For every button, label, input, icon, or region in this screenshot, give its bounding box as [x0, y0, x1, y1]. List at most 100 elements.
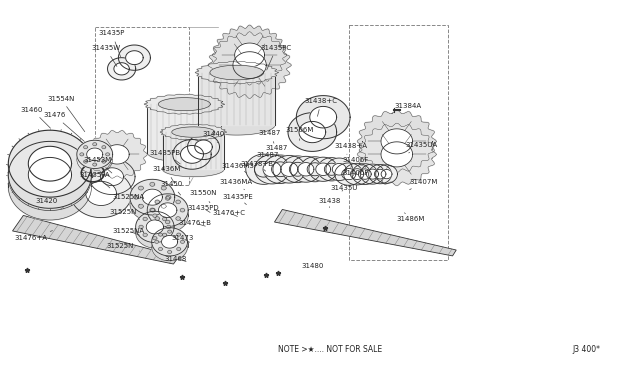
Polygon shape [168, 250, 172, 254]
Polygon shape [332, 163, 346, 175]
Text: 31420: 31420 [35, 198, 64, 208]
Polygon shape [147, 199, 188, 232]
Polygon shape [173, 140, 211, 169]
Polygon shape [161, 186, 166, 190]
Polygon shape [165, 196, 170, 200]
Polygon shape [144, 94, 225, 114]
Text: 31487: 31487 [266, 145, 287, 156]
Text: 31525NA: 31525NA [112, 194, 144, 205]
Polygon shape [152, 232, 188, 261]
Polygon shape [130, 186, 175, 221]
Polygon shape [139, 225, 143, 229]
Polygon shape [155, 217, 159, 220]
Polygon shape [180, 145, 204, 163]
Polygon shape [307, 163, 323, 176]
Polygon shape [147, 104, 221, 153]
Polygon shape [316, 163, 331, 176]
Text: 31435PE: 31435PE [223, 194, 253, 205]
Polygon shape [188, 134, 220, 160]
Text: 31435P: 31435P [99, 31, 125, 57]
Polygon shape [367, 169, 378, 179]
Text: 31436M: 31436M [152, 166, 180, 184]
Text: 31407M: 31407M [410, 179, 438, 190]
Polygon shape [13, 215, 179, 264]
Polygon shape [8, 153, 92, 220]
Polygon shape [93, 142, 97, 146]
Text: J3 400*: J3 400* [573, 345, 601, 354]
Polygon shape [166, 225, 171, 229]
Polygon shape [147, 194, 188, 227]
Polygon shape [80, 153, 84, 156]
Polygon shape [351, 169, 364, 179]
Text: 31476+A: 31476+A [14, 231, 52, 241]
Text: 31406F: 31406F [342, 157, 369, 167]
Polygon shape [161, 204, 166, 208]
Polygon shape [282, 156, 314, 183]
Polygon shape [195, 140, 212, 154]
Text: 31435PD: 31435PD [188, 205, 220, 212]
Text: 31453M: 31453M [83, 157, 112, 173]
Polygon shape [296, 96, 350, 139]
Polygon shape [153, 237, 157, 240]
Polygon shape [158, 98, 211, 110]
Polygon shape [208, 32, 291, 99]
Text: 31438+A: 31438+A [334, 143, 367, 154]
Polygon shape [281, 162, 298, 176]
Polygon shape [289, 162, 306, 176]
Polygon shape [150, 182, 155, 186]
Polygon shape [86, 182, 116, 205]
Polygon shape [163, 162, 224, 177]
Text: 31554N: 31554N [47, 96, 84, 132]
Polygon shape [159, 233, 163, 236]
Polygon shape [324, 163, 339, 175]
Polygon shape [106, 153, 109, 156]
Polygon shape [369, 164, 392, 184]
Polygon shape [195, 61, 278, 84]
Text: NOTE >★.... NOT FOR SALE: NOTE >★.... NOT FOR SALE [278, 345, 383, 354]
Text: 31506M: 31506M [285, 127, 314, 141]
Polygon shape [352, 164, 378, 185]
Polygon shape [138, 204, 143, 208]
Polygon shape [8, 144, 92, 211]
Polygon shape [130, 179, 175, 215]
Polygon shape [155, 200, 159, 203]
Polygon shape [291, 156, 321, 182]
Polygon shape [159, 203, 177, 218]
Text: 31435PA: 31435PA [79, 172, 110, 188]
Polygon shape [159, 247, 163, 251]
Polygon shape [246, 154, 282, 185]
Polygon shape [254, 161, 273, 177]
Polygon shape [381, 170, 392, 179]
Polygon shape [138, 186, 143, 190]
Polygon shape [176, 217, 180, 220]
Polygon shape [163, 217, 167, 221]
Text: 31486M: 31486M [397, 213, 425, 222]
Polygon shape [177, 233, 180, 236]
Polygon shape [161, 235, 178, 248]
Polygon shape [309, 157, 337, 181]
Text: 31525NA: 31525NA [112, 228, 144, 235]
Polygon shape [105, 145, 129, 164]
Polygon shape [28, 157, 72, 192]
Polygon shape [263, 161, 281, 177]
Text: 31460: 31460 [21, 107, 51, 128]
Polygon shape [163, 132, 224, 169]
Polygon shape [235, 43, 264, 67]
Polygon shape [210, 65, 264, 80]
Text: 31525N: 31525N [109, 209, 140, 219]
Polygon shape [150, 208, 155, 212]
Polygon shape [108, 58, 136, 80]
Polygon shape [273, 155, 306, 183]
Polygon shape [275, 209, 456, 256]
Polygon shape [143, 233, 147, 237]
Polygon shape [100, 168, 124, 186]
Text: 31435PB: 31435PB [150, 150, 180, 164]
Polygon shape [77, 145, 113, 173]
Text: 31550N: 31550N [190, 190, 217, 203]
Text: 31436M3: 31436M3 [221, 163, 255, 173]
Polygon shape [134, 195, 139, 199]
Polygon shape [77, 140, 113, 169]
Polygon shape [335, 163, 363, 185]
Polygon shape [376, 165, 397, 183]
Polygon shape [255, 155, 289, 184]
